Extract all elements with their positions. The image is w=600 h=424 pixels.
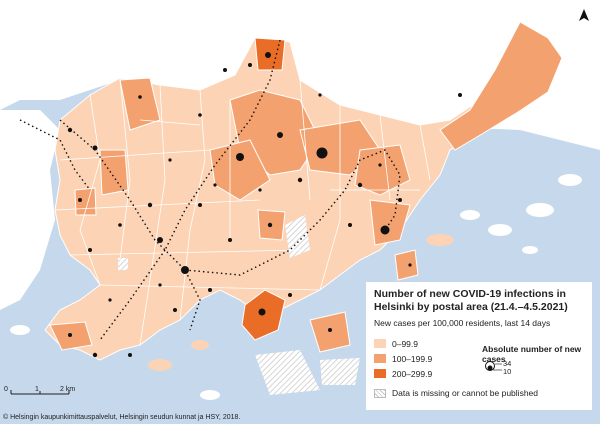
island [488,224,512,236]
legend-class-label: 0–99.9 [392,338,418,349]
scale-label-one: 1 [35,386,39,393]
helsinki-land [44,29,561,361]
legend-sizes-title: Absolute number of new cases [482,344,582,364]
north-arrow-icon [579,9,589,21]
island [526,203,554,217]
legend-class-medium: 100–199.9 [374,351,432,366]
area-medium-1 [119,77,161,131]
island [191,340,209,350]
missing-area-2 [255,350,320,395]
island [200,390,220,400]
island [148,359,172,371]
legend-swatch-high [374,369,386,378]
area-medium-3 [209,139,271,201]
scale-label-two: 2 km [60,386,76,393]
island [10,325,30,335]
legend-missing: Data is missing or cannot be published [374,388,538,398]
area-medium-7 [99,149,129,196]
legend-swatch-low [374,339,386,348]
neighbour-land-north [0,0,600,150]
island [426,234,454,246]
legend-class-label: 200–299.9 [392,368,433,379]
case-dots [67,52,462,358]
legend-size-max: 34 [503,359,512,368]
legend-size-min: 10 [503,367,512,376]
scale-bar [10,390,70,395]
legend-title: Number of new COVID-19 infections in Hel… [374,288,568,313]
missing-area-1 [285,215,310,258]
area-medium-5 [354,144,411,196]
legend-subtitle: New cases per 100,000 residents, last 14… [374,318,551,328]
island [558,174,582,186]
scale-label-zero: 0 [4,386,8,393]
legend-classes: 0–99.9 100–199.9 200–299.9 [374,336,432,381]
missing-area-4 [320,358,360,385]
legend-class-high: 200–299.9 [374,366,432,381]
legend-class-low: 0–99.9 [374,336,432,351]
area-medium-12 [394,249,419,281]
legend-swatch-medium [374,354,386,363]
area-medium-east [439,21,563,151]
legend-missing-label: Data is missing or cannot be published [392,388,538,398]
map-legend: Number of new COVID-19 infections in Hel… [366,282,592,410]
legend-sizes: Absolute number of new cases 34 10 [482,344,592,376]
legend-swatch-missing [374,388,386,398]
missing-area-3 [118,258,128,270]
island [522,246,538,254]
size-circles-icon [485,361,502,371]
legend-class-label: 100–199.9 [392,353,433,364]
island [460,210,480,220]
postal-area-borders [54,77,431,346]
map-credits: © Helsingin kaupunkimittauspalvelut, Hel… [3,414,241,421]
neighbour-land-west [0,110,60,310]
